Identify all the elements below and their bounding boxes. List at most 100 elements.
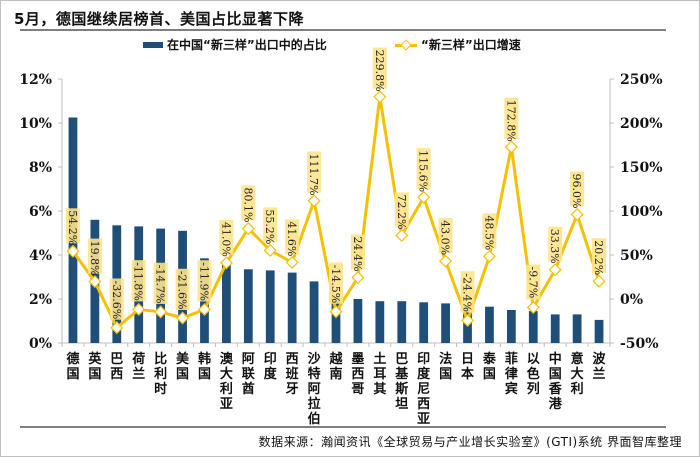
growth-marker-墨西哥 — [351, 271, 365, 285]
data-label-阿联酋: 80.1% — [241, 185, 256, 223]
data-label-澳大利亚: 41.0% — [219, 219, 234, 257]
growth-marker-土耳其 — [373, 90, 387, 104]
data-label-德国: 54.2% — [65, 208, 80, 245]
x-axis-category-label: 西班牙 — [286, 352, 299, 397]
data-label-土耳其: 229.8% — [372, 47, 387, 92]
growth-marker-泰国 — [482, 249, 496, 263]
data-label-text: 115.6% — [417, 150, 430, 192]
x-axis-category-label: 菲律宾 — [505, 351, 518, 397]
data-label-中国香港: 33.3% — [548, 226, 563, 264]
data-label-bg — [416, 148, 431, 190]
right-axis-tick-label: 50% — [620, 248, 653, 264]
x-axis-category-label: 德国 — [66, 351, 79, 382]
data-label-text: 41.0% — [219, 222, 232, 257]
data-label-bg — [482, 213, 497, 249]
data-label-text: 20.2% — [592, 240, 605, 275]
right-axis-tick-label: 150% — [620, 160, 663, 176]
footer-divider — [20, 426, 666, 428]
data-label-bg — [329, 262, 343, 304]
data-label-text: -9.7% — [526, 267, 539, 299]
data-label-比利时: -14.7% — [153, 262, 168, 304]
data-label-泰国: 48.5% — [482, 213, 497, 250]
bar-印度 — [265, 270, 275, 343]
data-label-text: 54.2% — [66, 210, 79, 245]
growth-marker-巴西 — [110, 321, 124, 335]
x-axis-category-label: 英国 — [87, 351, 102, 382]
data-label-text: -32.6% — [110, 280, 123, 319]
data-label-text: -11.9% — [197, 262, 210, 301]
x-axis-category-label: 韩国 — [198, 351, 211, 382]
data-label-text: 24.4% — [351, 237, 364, 272]
data-label-巴西: -32.6% — [109, 278, 124, 320]
growth-marker-德国 — [66, 244, 80, 258]
data-label-日本: -24.4% — [460, 271, 475, 313]
data-label-bg — [175, 268, 190, 311]
data-label-text: 96.0% — [570, 174, 583, 209]
x-axis-category-label: 意大利 — [571, 351, 584, 397]
data-label-波兰: 20.2% — [592, 238, 607, 275]
left-axis-tick-label: 2% — [29, 292, 52, 308]
bar-波兰 — [594, 319, 604, 343]
title-divider — [20, 29, 666, 31]
growth-marker-以色列 — [526, 301, 540, 315]
data-label-text: 80.1% — [241, 188, 254, 223]
bar-菲律宾 — [506, 310, 516, 343]
growth-marker-法国 — [439, 254, 453, 268]
data-label-text: -14.7% — [154, 265, 167, 304]
data-label-印度尼西亚: 115.6% — [416, 148, 431, 192]
data-label-bg — [504, 97, 519, 139]
growth-marker-波兰 — [592, 274, 606, 288]
right-axis-tick-label: 200% — [620, 116, 663, 132]
right-axis-tick-label: 100% — [620, 204, 663, 220]
x-axis-category-label: 沙特阿拉伯 — [308, 352, 321, 427]
data-label-bg — [153, 262, 168, 304]
bar-以色列 — [528, 311, 538, 343]
bar-西班牙 — [287, 272, 297, 343]
x-axis-category-label: 印度尼西亚 — [417, 352, 431, 427]
data-label-韩国: -11.9% — [197, 260, 212, 302]
data-label-bg — [548, 226, 563, 262]
data-label-bg — [87, 238, 102, 274]
right-axis-tick-label: -50% — [620, 336, 659, 352]
growth-marker-巴基斯坦 — [395, 228, 409, 242]
data-label-bg — [197, 260, 212, 302]
data-label-bg — [372, 47, 387, 89]
bar-意大利 — [572, 314, 582, 343]
data-label-bg — [131, 260, 146, 302]
data-label-法国: 43.0% — [438, 218, 453, 255]
x-axis-category-label: 中国香港 — [548, 351, 563, 412]
right-axis-tick-label: 250% — [620, 72, 663, 88]
bar-土耳其 — [375, 301, 385, 343]
legend-label-growth: “新三样”出口增速 — [421, 38, 521, 52]
bar-法国 — [441, 303, 450, 343]
data-label-bg — [394, 192, 409, 228]
x-axis-category-label: 土耳其 — [373, 351, 386, 397]
data-label-text: -14.5% — [329, 265, 342, 304]
data-label-bg — [307, 151, 322, 193]
x-axis-category-label: 泰国 — [482, 351, 497, 382]
left-axis-tick-label: 12% — [19, 72, 52, 88]
data-label-bg — [526, 264, 541, 300]
data-label-越南: -14.5% — [329, 262, 343, 304]
x-axis-category-label: 荷兰 — [131, 351, 145, 382]
growth-marker-阿联酋 — [241, 222, 255, 236]
growth-marker-荷兰 — [132, 302, 146, 316]
data-label-bg — [350, 234, 365, 270]
data-label-bg — [570, 171, 585, 207]
data-label-text: 41.6% — [285, 221, 298, 256]
bar-墨西哥 — [353, 299, 363, 343]
x-axis-category-label: 法国 — [439, 351, 452, 382]
growth-marker-韩国 — [197, 302, 211, 316]
data-label-bg — [460, 271, 475, 313]
growth-marker-中国香港 — [548, 263, 562, 277]
x-axis-category-label: 墨西哥 — [351, 352, 364, 397]
left-axis-tick-label: 10% — [19, 116, 52, 132]
bar-澳大利亚 — [222, 261, 231, 343]
data-label-text: 72.2% — [395, 194, 408, 229]
growth-marker-沙特阿拉伯 — [307, 194, 321, 208]
data-label-bg — [219, 219, 234, 255]
bar-中国香港 — [550, 314, 560, 343]
growth-marker-比利时 — [154, 305, 168, 319]
data-label-bg — [438, 218, 453, 254]
data-label-text: 172.8% — [504, 100, 517, 142]
